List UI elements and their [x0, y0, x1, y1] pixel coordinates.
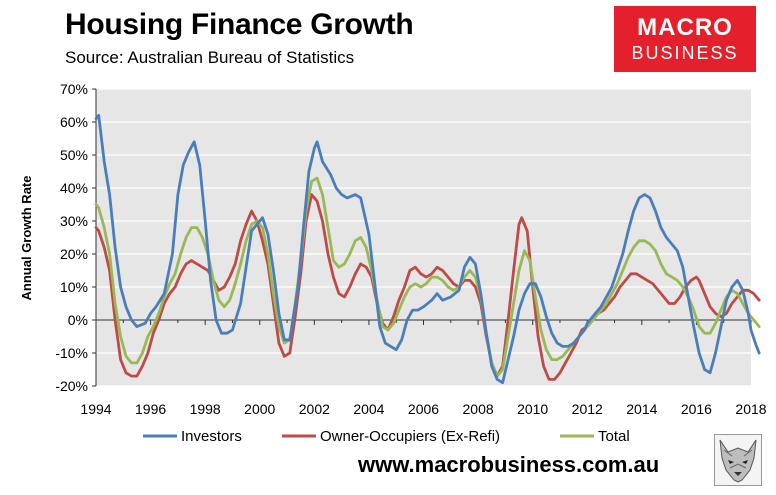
y-tick-label: 0%	[68, 312, 88, 328]
logo-line2: BUSINESS	[631, 43, 739, 63]
x-tick-label: 2014	[626, 401, 657, 417]
x-tick-label: 2018	[735, 401, 766, 417]
macrobusiness-logo[interactable]: MACRO BUSINESS	[614, 6, 756, 72]
plot-background	[96, 89, 751, 386]
x-tick-label: 1998	[190, 401, 221, 417]
legend-label: Owner-Occupiers (Ex-Refi)	[320, 428, 500, 445]
series-line-0	[94, 114, 761, 385]
y-tick-label: -10%	[55, 345, 88, 361]
y-tick-label: 60%	[60, 114, 88, 130]
x-tick-label: 2016	[681, 401, 712, 417]
y-tick-label: 20%	[60, 246, 88, 262]
x-tick-label: 2004	[353, 401, 384, 417]
x-tick-label: 2000	[244, 401, 275, 417]
x-tick-label: 2002	[299, 401, 330, 417]
x-tick-label: 1994	[80, 401, 111, 417]
x-tick-label: 2008	[463, 401, 494, 417]
y-tick-label: 50%	[60, 147, 88, 163]
y-tick-label: 70%	[60, 81, 88, 97]
legend-label: Total	[598, 428, 630, 445]
legend: Investors Owner-Occupiers (Ex-Refi) Total	[143, 428, 630, 445]
website-url[interactable]: www.macrobusiness.com.au	[358, 452, 660, 477]
series-line-2	[94, 176, 761, 378]
y-tick-label: 40%	[60, 180, 88, 196]
y-tick-label: 10%	[60, 279, 88, 295]
series-line-1	[94, 193, 761, 381]
x-tick-label: 2006	[408, 401, 439, 417]
x-tick-label: 2012	[572, 401, 603, 417]
y-axis-label: Annual Growth Rate	[19, 176, 34, 301]
legend-label: Investors	[181, 428, 242, 445]
chart-subtitle: Source: Australian Bureau of Statistics	[65, 48, 355, 67]
x-tick-label: 2010	[517, 401, 548, 417]
logo-line1: MACRO	[637, 14, 733, 41]
y-tick-label: -20%	[55, 378, 88, 394]
wolf-logo-icon	[714, 434, 762, 486]
chart-title: Housing Finance Growth	[65, 8, 414, 41]
x-tick-label: 1996	[135, 401, 166, 417]
y-tick-label: 30%	[60, 213, 88, 229]
